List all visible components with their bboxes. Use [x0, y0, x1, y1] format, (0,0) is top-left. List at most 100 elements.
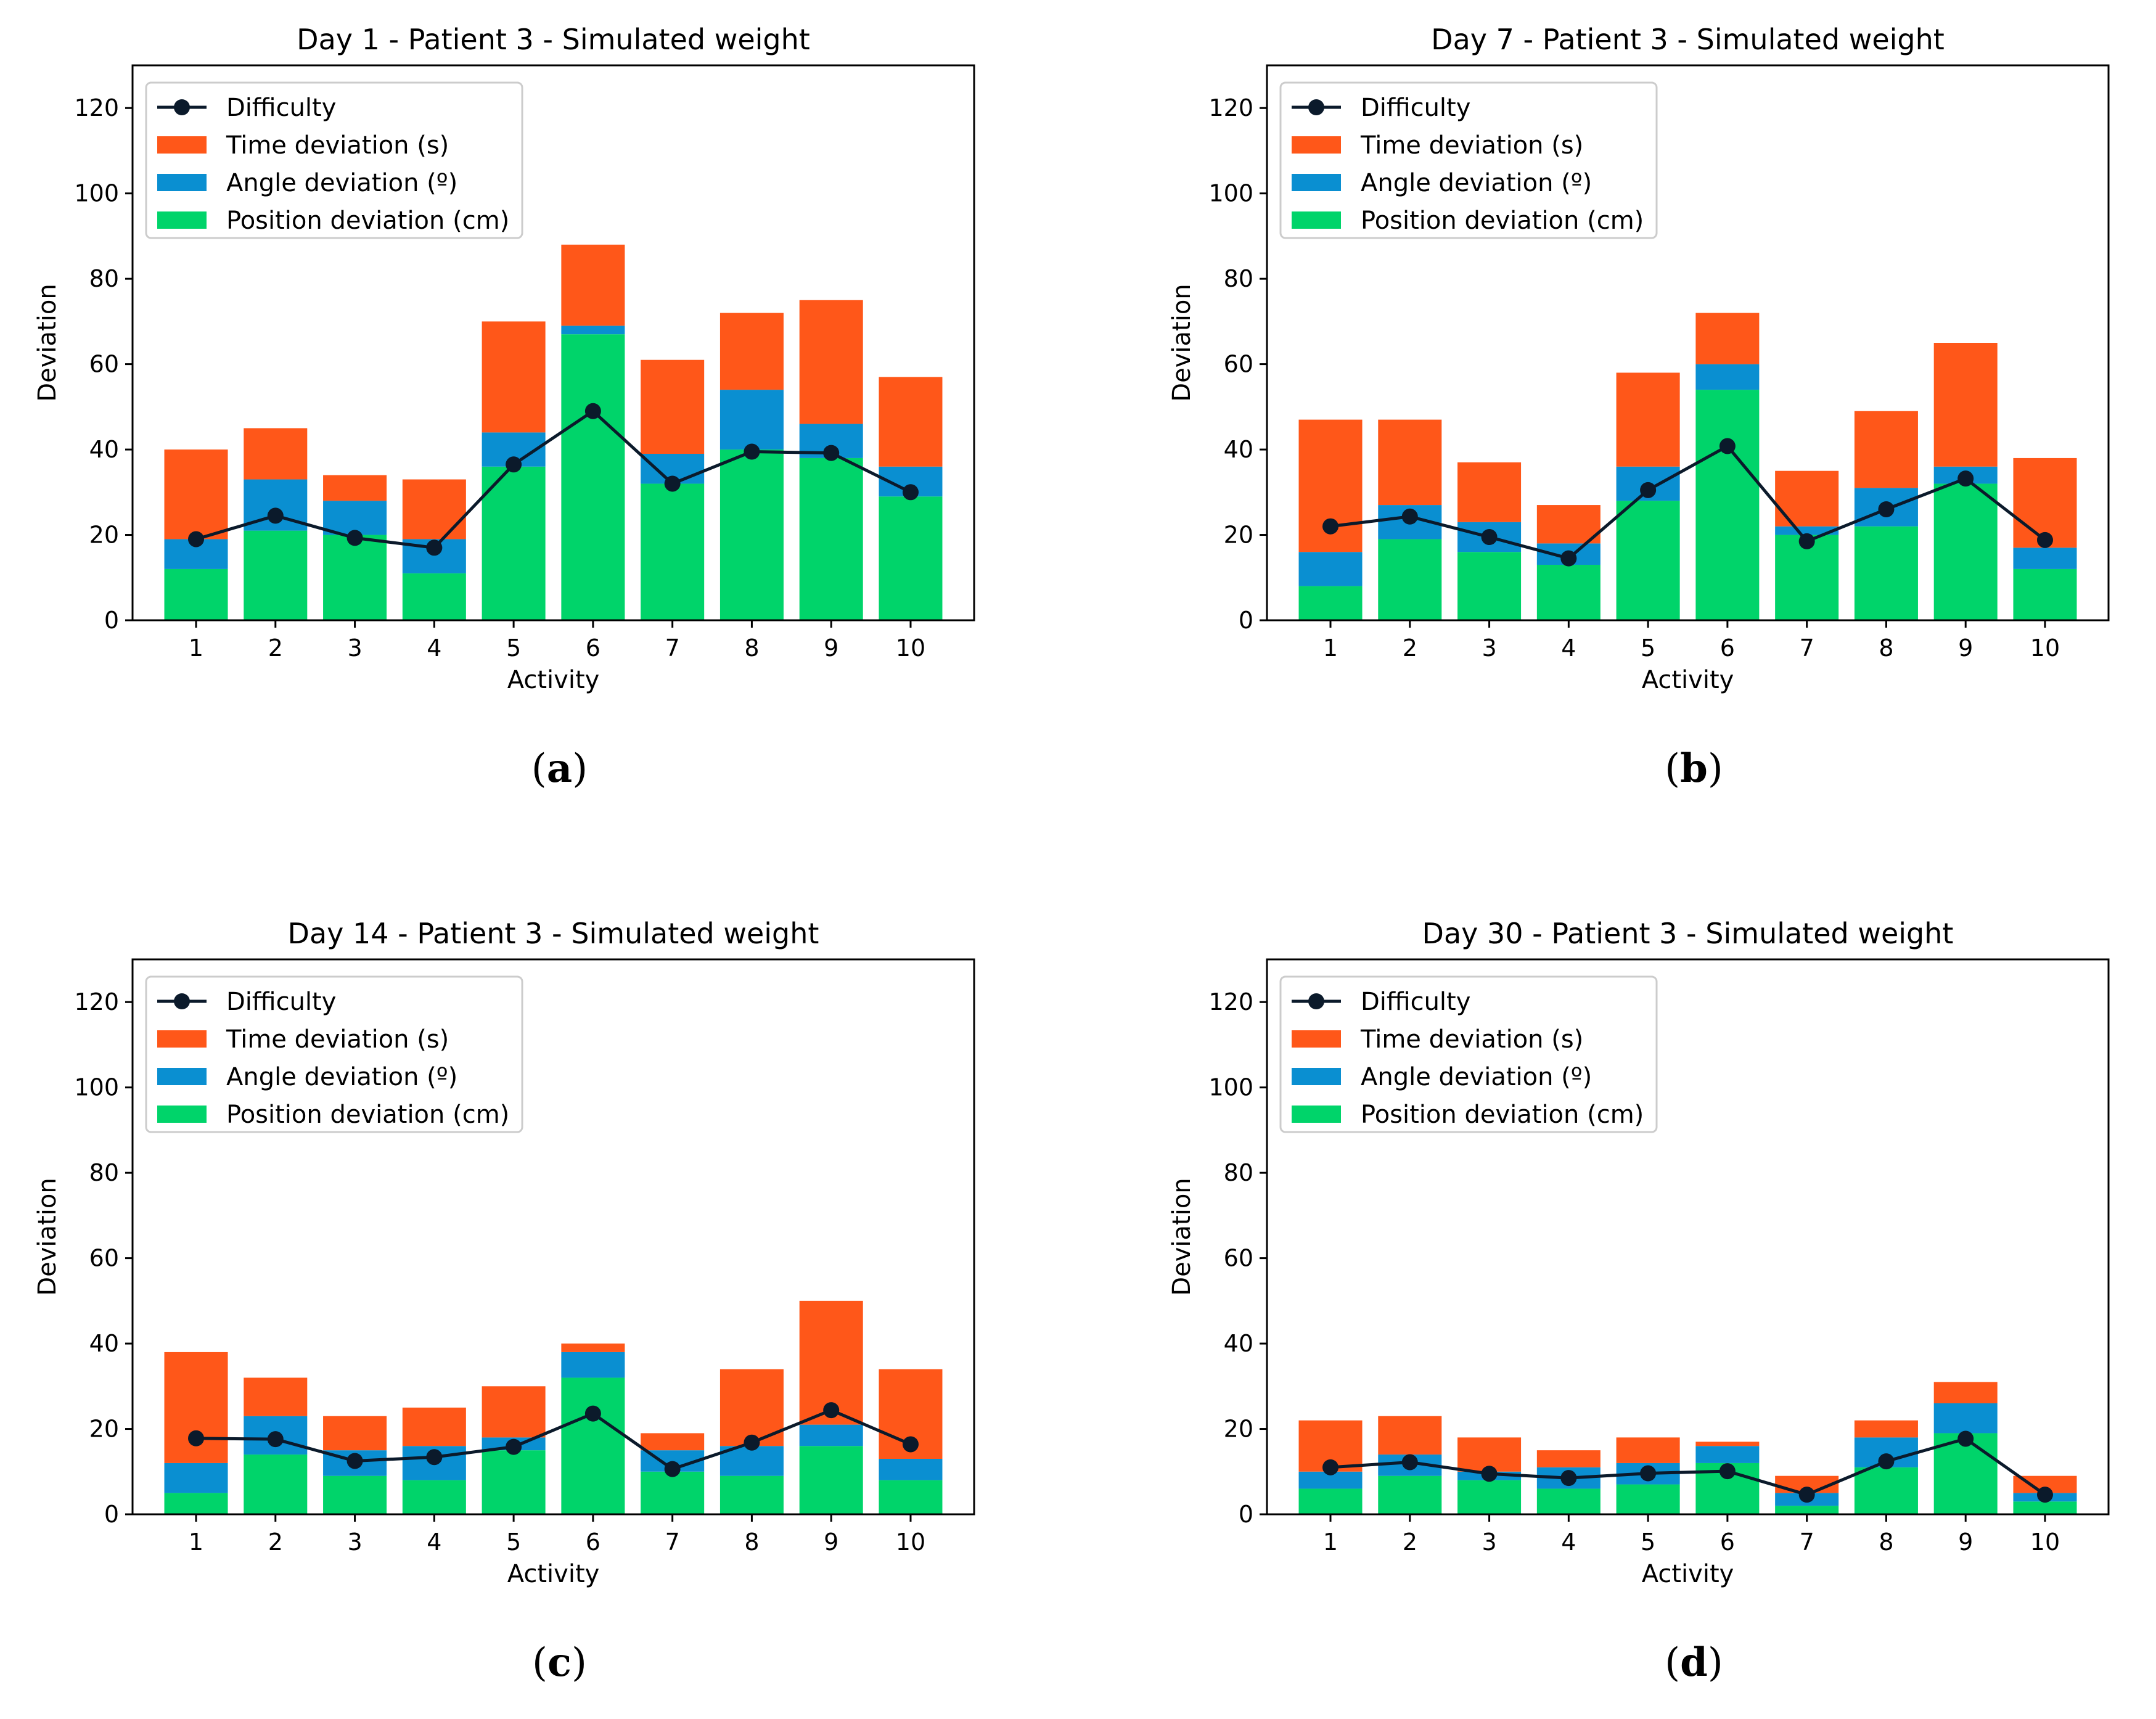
x-tick-label: 7 [665, 634, 680, 662]
panel-label: (c) [532, 1639, 587, 1686]
bar-angle-9 [1933, 1403, 1998, 1434]
bar-position-6 [1695, 390, 1760, 620]
bar-time-9 [1933, 1382, 1998, 1403]
bar-time-4 [402, 479, 466, 539]
difficulty-point-10 [2036, 1487, 2053, 1503]
bar-position-1 [1298, 1488, 1363, 1514]
y-tick-label: 100 [74, 1074, 119, 1101]
y-tick-label: 120 [1208, 988, 1253, 1015]
y-tick-label: 20 [89, 1416, 119, 1443]
x-tick-label: 10 [2030, 1528, 2060, 1556]
x-axis: 1 2 3 4 5 6 7 8 9 10 [189, 1514, 925, 1556]
difficulty-point-7 [1798, 533, 1815, 549]
difficulty-point-8 [744, 443, 760, 460]
difficulty-line [1330, 1437, 2046, 1496]
bar-position-8 [1854, 526, 1918, 620]
x-axis: 1 2 3 4 5 6 7 8 9 10 [189, 620, 925, 662]
chart-title: Day 14 - Patient 3 - Simulated weight [288, 917, 819, 950]
x-tick-label: 9 [1958, 1528, 1973, 1556]
y-tick-label: 20 [1224, 522, 1253, 549]
legend-label: Difficulty [1361, 988, 1470, 1016]
x-tick-label: 2 [1403, 634, 1417, 662]
legend-swatch [1292, 1068, 1341, 1085]
plot-frame [131, 64, 975, 622]
x-tick-label: 6 [586, 634, 600, 662]
legend-label: Angle deviation (º) [1361, 1063, 1592, 1091]
difficulty-point-3 [346, 530, 363, 546]
legend-swatch [157, 136, 207, 154]
difficulty-point-1 [1322, 518, 1339, 535]
x-tick-label: 10 [896, 1528, 925, 1556]
bar-time-2 [1378, 1416, 1442, 1455]
bar-angle-1 [1298, 552, 1363, 586]
difficulty-point-4 [426, 1449, 443, 1466]
x-axis-label: Activity [1642, 1560, 1734, 1588]
difficulty-point-1 [188, 531, 205, 548]
difficulty-point-7 [664, 1461, 681, 1477]
x-axis-label: Activity [507, 1560, 600, 1588]
difficulty-point-8 [1878, 501, 1895, 517]
y-tick-label: 100 [1208, 1074, 1253, 1101]
panel-label: (b) [1665, 745, 1723, 792]
x-tick-label: 8 [1879, 634, 1893, 662]
difficulty-point-6 [1719, 438, 1736, 454]
legend-label: Time deviation (s) [226, 1025, 449, 1054]
y-tick-label: 0 [104, 1501, 119, 1528]
bar-position-9 [799, 457, 863, 620]
x-tick-label: 6 [586, 1528, 600, 1556]
difficulty-point-10 [902, 1436, 919, 1453]
legend-label: Angle deviation (º) [1361, 169, 1592, 197]
bar-position-7 [641, 483, 705, 620]
x-tick-label: 4 [427, 1528, 441, 1556]
legend-label: Difficulty [1361, 94, 1470, 122]
x-tick-label: 5 [1641, 634, 1655, 662]
y-tick-label: 100 [74, 180, 119, 207]
y-tick-label: 40 [89, 1330, 119, 1357]
bar-angle-3 [323, 501, 387, 535]
bar-time-5 [1616, 372, 1680, 467]
bar-position-7 [641, 1471, 705, 1514]
y-tick-label: 20 [1224, 1416, 1253, 1443]
bar-position-3 [323, 535, 387, 620]
x-tick-label: 10 [2030, 634, 2060, 662]
x-axis: 1 2 3 4 5 6 7 8 9 10 [1323, 620, 2060, 662]
bar-time-3 [323, 475, 387, 501]
bar-time-7 [1775, 470, 1839, 527]
bar-time-4 [1536, 1450, 1601, 1467]
y-tick-label: 60 [89, 351, 119, 378]
legend-label: Position deviation (cm) [226, 207, 509, 235]
x-tick-label: 9 [1958, 634, 1973, 662]
bar-position-10 [879, 1480, 943, 1514]
legend-box [145, 81, 523, 239]
bar-time-5 [1616, 1437, 1680, 1463]
y-tick-label: 40 [89, 436, 119, 463]
bar-time-3 [323, 1416, 387, 1451]
bar-angle-8 [719, 390, 784, 450]
difficulty-point-6 [584, 1405, 601, 1422]
difficulty-point-2 [1401, 1454, 1418, 1471]
x-tick-label: 8 [1879, 1528, 1893, 1556]
x-tick-label: 2 [1403, 1528, 1417, 1556]
difficulty-point-9 [823, 445, 840, 461]
bar-time-4 [402, 1407, 466, 1446]
legend-label: Position deviation (cm) [226, 1101, 509, 1129]
bar-position-8 [719, 449, 784, 620]
panel-label: (a) [531, 745, 588, 792]
bar-time-10 [879, 377, 943, 467]
chart-title: Day 1 - Patient 3 - Simulated weight [297, 23, 810, 56]
bar-angle-6 [1695, 1446, 1760, 1463]
plot-frame [1266, 958, 2110, 1516]
y-tick-label: 60 [89, 1245, 119, 1272]
difficulty-point-8 [1878, 1453, 1895, 1470]
x-tick-label: 3 [1482, 634, 1496, 662]
difficulty-point-9 [823, 1402, 840, 1419]
bar-position-10 [879, 496, 943, 620]
bar-angle-7 [1775, 526, 1839, 535]
y-tick-label: 120 [74, 94, 119, 121]
bar-position-6 [561, 1377, 625, 1514]
y-tick-label: 120 [1208, 94, 1253, 121]
x-tick-label: 1 [189, 1528, 203, 1556]
difficulty-point-3 [1481, 1466, 1498, 1482]
bar-time-9 [799, 300, 863, 424]
